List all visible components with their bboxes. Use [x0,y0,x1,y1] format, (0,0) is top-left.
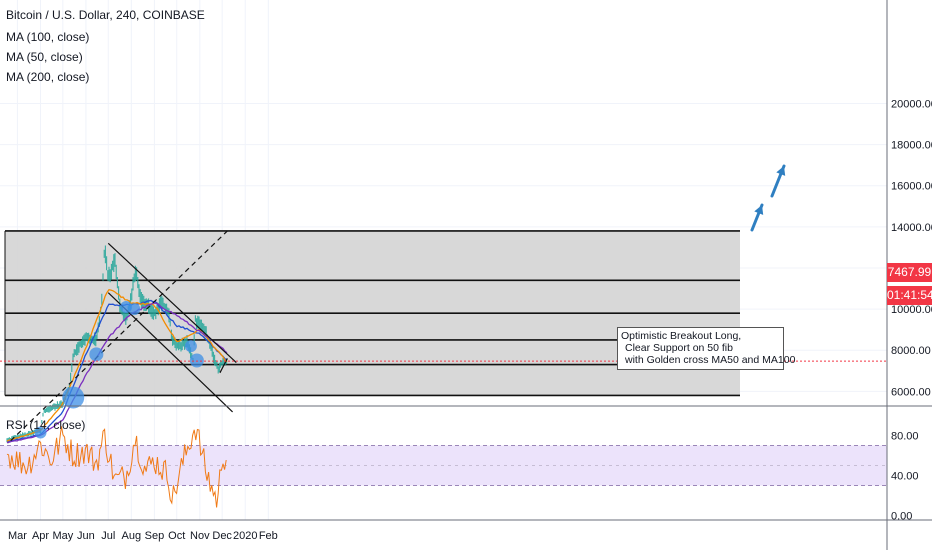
rsi-legend[interactable]: RSI (14, close) [6,418,86,432]
y-tick-label: 8000.00 [891,345,931,357]
highlight-circle [184,340,197,353]
trendline-3 [107,292,233,413]
rsi-line [6,426,227,508]
arrow-small-head [754,205,764,215]
x-tick-label: Nov [190,530,210,542]
y-tick-label: 10000.00 [891,304,932,316]
x-tick-label: Dec [212,530,232,542]
ma50-legend[interactable]: MA (50, close) [6,50,83,64]
arrow-large-head [776,166,786,176]
x-tick-label: Jun [77,530,95,542]
ma50-line [6,288,228,442]
x-tick-label: Jul [101,530,115,542]
x-tick-label: Feb [259,530,278,542]
ma200-legend[interactable]: MA (200, close) [6,70,90,84]
ma100-legend[interactable]: MA (100, close) [6,30,90,44]
rsi-tick-label: 0.00 [891,511,912,523]
trendline-4 [219,358,228,374]
highlight-markers [34,301,204,439]
annotation-line-2: Clear Support on 50 fib [625,342,733,354]
last-price-tag: 7467.99 [887,263,932,282]
x-tick-label: Mar [8,530,27,542]
trendline-2 [107,242,237,363]
x-tick-label: May [52,530,73,542]
y-tick-label: 6000.00 [891,386,931,398]
annotation-line-1: Optimistic Breakout Long, [621,330,742,342]
countdown-tag: 01:41:54 [887,286,932,305]
x-tick-label: Apr [32,530,49,542]
chart-title[interactable]: Bitcoin / U.S. Dollar, 240, COINBASE [6,8,205,22]
rsi-tick-label: 40.00 [891,471,919,483]
highlight-circle [34,426,47,439]
rsi-panel [0,426,887,508]
highlight-circle [189,353,204,368]
x-tick-label: Oct [168,530,185,542]
y-tick-label: 20000.00 [891,99,932,111]
trendlines[interactable] [10,230,237,442]
annotation-note[interactable]: Optimistic Breakout Long, Clear Support … [617,327,796,370]
x-tick-label: 2020 [233,530,257,542]
highlight-circle [62,386,85,409]
highlight-circle [89,347,104,362]
annotation-line-3: with Golden cross MA50 and MA100 [625,354,796,366]
highlight-circle [128,303,141,316]
x-tick-label: Sep [145,530,165,542]
breakout-arrows [750,164,786,232]
x-tick-label: Aug [122,530,142,542]
y-tick-label: 16000.00 [891,181,932,193]
y-tick-label: 14000.00 [891,222,932,234]
rsi-tick-label: 80.00 [891,431,919,443]
y-tick-label: 18000.00 [891,140,932,152]
